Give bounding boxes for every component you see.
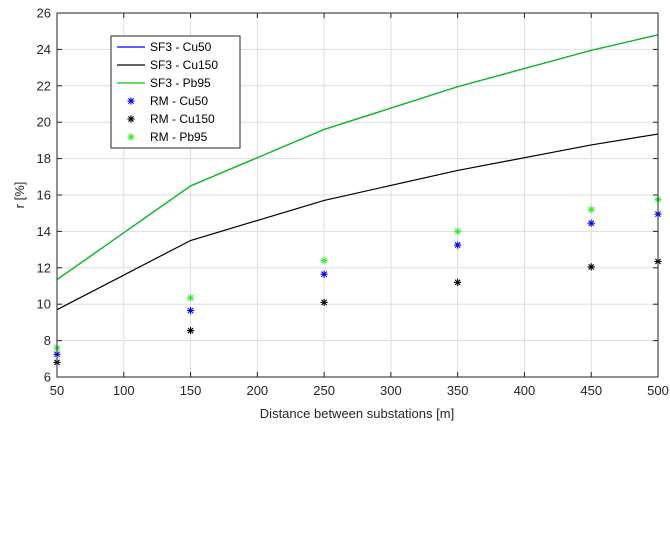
data-point-rm-cu150 (320, 298, 328, 306)
data-point-rm-pb95 (186, 294, 195, 302)
legend-label: RM - Pb95 (150, 130, 208, 144)
legend-item-sf3-cu50: SF3 - Cu50 (117, 40, 212, 54)
data-point-rm-cu150 (454, 278, 462, 286)
y-tick-label: 18 (37, 151, 51, 166)
legend-swatch (127, 97, 135, 105)
data-point-rm-cu50 (454, 241, 462, 249)
x-tick-label: 450 (580, 383, 602, 398)
legend-label: RM - Cu150 (150, 112, 215, 126)
data-point-rm-pb95 (454, 227, 462, 235)
series-line-sf3-cu150 (56, 133, 659, 311)
legend-item-rm-pb95: RM - Pb95 (127, 130, 208, 144)
x-tick-label: 100 (113, 383, 135, 398)
legend-item-sf3-cu150: SF3 - Cu150 (117, 58, 218, 72)
data-point-rm-cu150 (587, 263, 595, 271)
axis-ticks: 50 100 150 200 250 300 350 400 450 500 6 8 10 12 14 16 1… (37, 6, 669, 399)
series-line-sf3-pb95 (56, 34, 659, 281)
x-tick-label: 200 (246, 383, 268, 398)
data-point-rm-cu150 (186, 326, 195, 335)
data-point-rm-cu50 (587, 219, 595, 227)
legend-swatch (127, 115, 135, 123)
y-tick-label: 12 (37, 260, 51, 275)
legend-swatch (127, 133, 135, 141)
y-tick-label: 22 (37, 78, 51, 93)
legend-item-sf3-pb95: SF3 - Pb95 (117, 76, 211, 90)
data-point-rm-cu50 (320, 270, 328, 278)
y-tick-label: 6 (44, 370, 51, 385)
x-tick-label: 350 (447, 383, 469, 398)
x-tick-label: 400 (514, 383, 536, 398)
legend-label: SF3 - Pb95 (150, 76, 211, 90)
legend-box (110, 35, 241, 149)
legend-label: SF3 - Cu150 (150, 58, 218, 72)
legend-item-rm-cu50: RM - Cu50 (127, 94, 208, 108)
y-tick-label: 24 (37, 42, 51, 57)
y-tick-label: 20 (37, 115, 51, 130)
legend-label: RM - Cu50 (150, 94, 208, 108)
data-point-rm-pb95 (320, 256, 328, 265)
x-tick-label: 150 (180, 383, 202, 398)
data-point-rm-pb95 (587, 205, 595, 214)
x-tick-label: 500 (647, 383, 669, 398)
series-lines (56, 34, 659, 311)
y-tick-label: 26 (37, 6, 51, 21)
y-tick-label: 16 (37, 188, 51, 203)
x-tick-label: 250 (313, 383, 335, 398)
data-point-rm-cu50 (186, 306, 195, 315)
legend: SF3 - Cu50 SF3 - Cu150 SF3 - Pb95 RM - Cu50… (110, 35, 241, 149)
legend-item-rm-cu150: RM - Cu150 (127, 112, 215, 126)
x-axis-label: Distance between substations [m] (260, 406, 454, 421)
y-tick-label: 8 (44, 333, 51, 348)
x-tick-label: 300 (380, 383, 402, 398)
x-tick-label: 50 (50, 383, 64, 398)
y-tick-label: 14 (37, 224, 51, 239)
y-axis-label: r [%] (12, 182, 27, 209)
y-tick-label: 10 (37, 297, 51, 312)
legend-label: SF3 - Cu50 (150, 40, 212, 54)
